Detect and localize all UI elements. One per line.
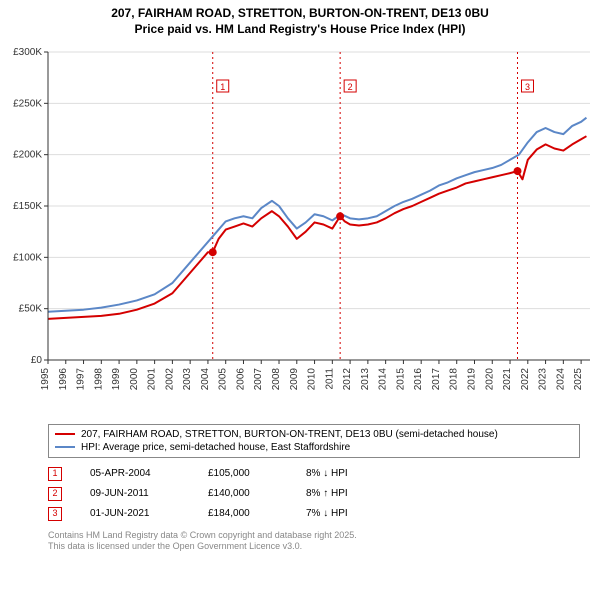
svg-text:£200K: £200K [13, 149, 42, 160]
svg-text:2000: 2000 [129, 367, 140, 390]
svg-text:2009: 2009 [289, 367, 300, 390]
event-pct: 7% ↓ HPI [306, 508, 386, 519]
svg-text:2021: 2021 [502, 367, 513, 390]
event-marker: 1 [48, 467, 62, 481]
chart-title-line1: 207, FAIRHAM ROAD, STRETTON, BURTON-ON-T… [0, 0, 600, 22]
event-date: 01-JUN-2021 [90, 508, 180, 519]
svg-text:1995: 1995 [40, 367, 51, 390]
svg-text:£300K: £300K [13, 47, 42, 58]
legend: 207, FAIRHAM ROAD, STRETTON, BURTON-ON-T… [48, 424, 580, 458]
attribution: Contains HM Land Registry data © Crown c… [48, 530, 580, 553]
event-pct: 8% ↑ HPI [306, 488, 386, 499]
svg-text:2008: 2008 [271, 367, 282, 390]
svg-text:2017: 2017 [431, 367, 442, 390]
event-row: 2 09-JUN-2011 £140,000 8% ↑ HPI [48, 484, 580, 504]
svg-text:£50K: £50K [19, 303, 43, 314]
svg-text:£150K: £150K [13, 201, 42, 212]
event-row: 3 01-JUN-2021 £184,000 7% ↓ HPI [48, 504, 580, 524]
svg-text:2022: 2022 [520, 367, 531, 390]
svg-text:2001: 2001 [147, 367, 158, 390]
svg-text:2018: 2018 [449, 367, 460, 390]
event-price: £105,000 [208, 468, 278, 479]
svg-text:2007: 2007 [253, 367, 264, 390]
legend-swatch [55, 446, 75, 448]
svg-text:2024: 2024 [555, 367, 566, 390]
legend-swatch [55, 433, 75, 435]
chart-title-line2: Price paid vs. HM Land Registry's House … [0, 22, 600, 40]
svg-text:2014: 2014 [378, 367, 389, 390]
event-marker: 2 [48, 487, 62, 501]
footer-line1: Contains HM Land Registry data © Crown c… [48, 530, 580, 542]
svg-text:3: 3 [525, 82, 530, 92]
svg-text:1998: 1998 [93, 367, 104, 390]
event-price: £184,000 [208, 508, 278, 519]
svg-text:2015: 2015 [395, 367, 406, 390]
line-chart: £0 £50K £100K £150K £200K £250K £300K 1995 1996 1… [0, 40, 600, 420]
svg-text:2: 2 [348, 82, 353, 92]
legend-item: HPI: Average price, semi-detached house,… [55, 441, 573, 454]
svg-text:1997: 1997 [76, 367, 87, 390]
svg-text:2020: 2020 [484, 367, 495, 390]
svg-text:2013: 2013 [360, 367, 371, 390]
svg-text:£250K: £250K [13, 98, 42, 109]
legend-item: 207, FAIRHAM ROAD, STRETTON, BURTON-ON-T… [55, 428, 573, 441]
svg-text:2010: 2010 [307, 367, 318, 390]
svg-text:2003: 2003 [182, 367, 193, 390]
event-pct: 8% ↓ HPI [306, 468, 386, 479]
event-date: 09-JUN-2011 [90, 488, 180, 499]
event-table: 1 05-APR-2004 £105,000 8% ↓ HPI 2 09-JUN-2011… [48, 464, 580, 524]
footer-line2: This data is licensed under the Open Gov… [48, 541, 580, 553]
svg-text:1996: 1996 [58, 367, 69, 390]
svg-text:2012: 2012 [342, 367, 353, 390]
svg-text:2016: 2016 [413, 367, 424, 390]
svg-text:2002: 2002 [164, 367, 175, 390]
chart-container: 207, FAIRHAM ROAD, STRETTON, BURTON-ON-T… [0, 0, 600, 553]
svg-text:1999: 1999 [111, 367, 122, 390]
svg-text:2011: 2011 [324, 367, 335, 389]
event-date: 05-APR-2004 [90, 468, 180, 479]
svg-text:2006: 2006 [235, 367, 246, 390]
svg-text:£100K: £100K [13, 252, 42, 263]
svg-text:2025: 2025 [573, 367, 584, 390]
event-row: 1 05-APR-2004 £105,000 8% ↓ HPI [48, 464, 580, 484]
event-marker: 3 [48, 507, 62, 521]
svg-text:£0: £0 [31, 355, 43, 366]
event-price: £140,000 [208, 488, 278, 499]
svg-text:2019: 2019 [466, 367, 477, 390]
legend-label: HPI: Average price, semi-detached house,… [81, 442, 350, 453]
svg-text:2023: 2023 [538, 367, 549, 390]
legend-label: 207, FAIRHAM ROAD, STRETTON, BURTON-ON-T… [81, 429, 498, 440]
svg-text:2004: 2004 [200, 367, 211, 390]
svg-text:1: 1 [220, 82, 225, 92]
svg-text:2005: 2005 [218, 367, 229, 390]
